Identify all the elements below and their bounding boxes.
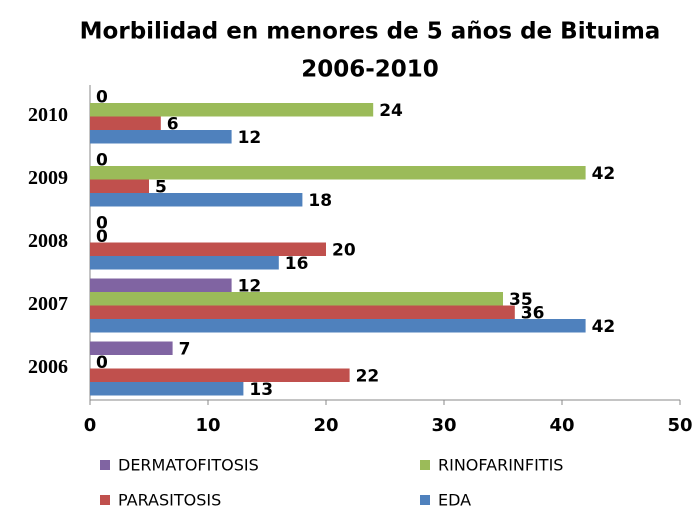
data-label: 16 bbox=[285, 254, 309, 274]
data-label: 42 bbox=[592, 317, 616, 337]
y-tick-label: 2009 bbox=[28, 167, 68, 189]
bar bbox=[90, 292, 503, 306]
bar bbox=[90, 130, 232, 144]
bar bbox=[90, 305, 515, 319]
legend-label: PARASITOSIS bbox=[118, 491, 221, 510]
y-tick-label: 2007 bbox=[28, 293, 68, 315]
data-label: 5 bbox=[155, 177, 167, 197]
legend-swatch bbox=[420, 495, 430, 505]
x-tick-label: 0 bbox=[84, 415, 97, 436]
x-tick-label: 30 bbox=[431, 415, 456, 436]
legend-swatch bbox=[100, 460, 110, 470]
bar bbox=[90, 116, 161, 130]
bar bbox=[90, 341, 173, 355]
bar bbox=[90, 193, 303, 207]
data-label: 42 bbox=[592, 164, 616, 184]
data-label: 0 bbox=[96, 87, 108, 107]
data-label: 22 bbox=[356, 366, 380, 386]
data-label: 0 bbox=[96, 150, 108, 170]
legend-label: RINOFARINFITIS bbox=[438, 456, 563, 475]
data-label: 35 bbox=[509, 290, 533, 310]
data-label: 12 bbox=[238, 128, 262, 148]
y-tick-label: 2008 bbox=[28, 230, 68, 252]
bar bbox=[90, 278, 232, 292]
bar bbox=[90, 166, 586, 180]
bar bbox=[90, 179, 149, 193]
data-label: 0 bbox=[96, 227, 108, 247]
bar bbox=[90, 382, 244, 396]
data-label: 0 bbox=[96, 353, 108, 373]
bar bbox=[90, 256, 279, 270]
legend-label: DERMATOFITOSIS bbox=[118, 456, 259, 475]
bar bbox=[90, 319, 586, 333]
y-tick-label: 2006 bbox=[28, 356, 68, 378]
data-label: 36 bbox=[521, 303, 545, 323]
data-label: 12 bbox=[238, 276, 262, 296]
x-tick-label: 10 bbox=[195, 415, 220, 436]
data-label: 24 bbox=[379, 101, 403, 121]
legend-label: EDA bbox=[438, 491, 471, 510]
data-label: 7 bbox=[179, 339, 191, 359]
y-tick-label: 2010 bbox=[28, 104, 68, 126]
data-label: 20 bbox=[332, 240, 356, 260]
data-label: 13 bbox=[249, 380, 273, 400]
data-label: 6 bbox=[167, 114, 179, 134]
bar bbox=[90, 103, 374, 117]
chart-title: Morbilidad en menores de 5 años de Bitui… bbox=[80, 19, 661, 45]
bar bbox=[90, 368, 350, 382]
bar bbox=[90, 242, 326, 256]
x-tick-label: 40 bbox=[549, 415, 574, 436]
legend-swatch bbox=[420, 460, 430, 470]
data-label: 0 bbox=[96, 213, 108, 233]
legend-swatch bbox=[100, 495, 110, 505]
chart-subtitle: 2006-2010 bbox=[301, 57, 439, 83]
x-tick-label: 50 bbox=[667, 415, 692, 436]
x-tick-label: 20 bbox=[313, 415, 338, 436]
data-label: 18 bbox=[308, 191, 332, 211]
